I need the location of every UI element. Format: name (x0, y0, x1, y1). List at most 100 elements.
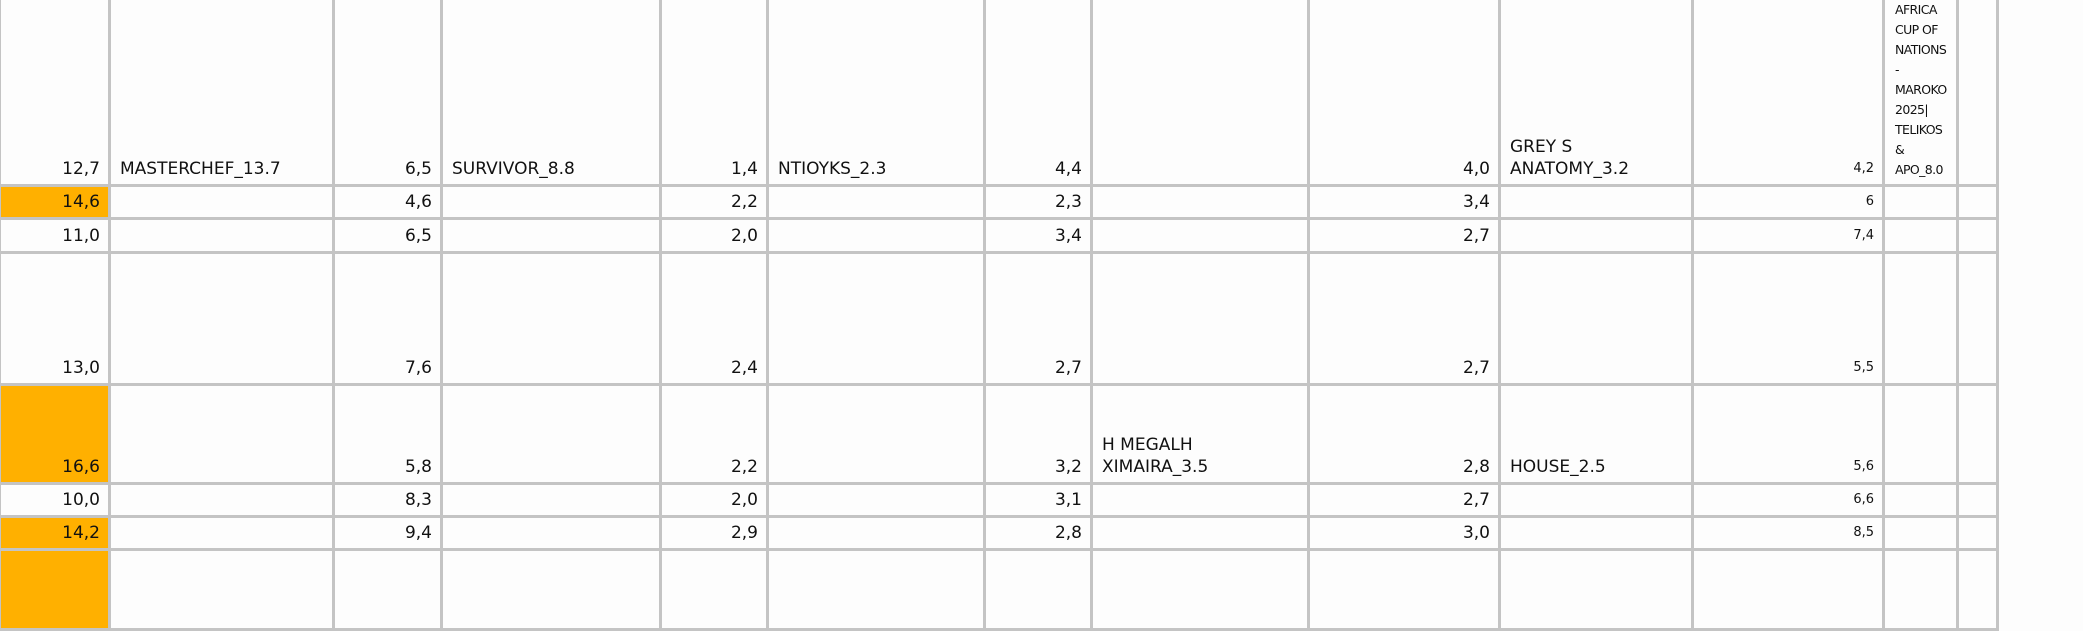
cell-show-f[interactable]: AFRICA CUP OF NATIONS - MAROKO 2025| TEL… (1882, 0, 1959, 187)
cell-show-d[interactable] (1090, 0, 1310, 187)
cell-show-b[interactable] (440, 482, 662, 518)
cell-rating-f[interactable]: 5,6 (1691, 383, 1885, 485)
cell-show-e[interactable] (1498, 548, 1694, 631)
cell-show-c[interactable] (766, 184, 986, 220)
cell-show-b[interactable] (440, 184, 662, 220)
cell-show-c[interactable]: NTIOYKS_2.3 (766, 0, 986, 187)
cell-rating-b[interactable]: 5,8 (332, 383, 443, 485)
cell-rating-b[interactable]: 4,6 (332, 184, 443, 220)
cell-show-f[interactable] (1882, 251, 1959, 386)
cell-show-c[interactable] (766, 217, 986, 254)
cell-rating-a[interactable] (0, 548, 111, 631)
cell-show-c[interactable] (766, 383, 986, 485)
cell-show-f[interactable] (1882, 217, 1959, 254)
cell-rating-b[interactable]: 6,5 (332, 0, 443, 187)
cell-show-a[interactable] (108, 217, 335, 254)
cell-rating-c[interactable]: 2,2 (659, 383, 769, 485)
cell-rating-e[interactable]: 3,0 (1307, 515, 1501, 551)
cell-rating-e[interactable] (1307, 548, 1501, 631)
cell-rating-d[interactable]: 3,1 (983, 482, 1093, 518)
cell-rating-f[interactable]: 8,5 (1691, 515, 1885, 551)
cell-show-b[interactable] (440, 251, 662, 386)
cell-show-b[interactable] (440, 515, 662, 551)
cell-show-a[interactable]: MASTERCHEF_13.7 (108, 0, 335, 187)
cell-show-a[interactable] (108, 515, 335, 551)
cell-show-f[interactable] (1882, 482, 1959, 518)
cell-rating-e[interactable]: 3,4 (1307, 184, 1501, 220)
cell-rating-a[interactable]: 14,2 (0, 515, 111, 551)
cell-rating-f[interactable] (1691, 548, 1885, 631)
cell-overflow[interactable] (1955, 184, 1999, 220)
cell-overflow[interactable] (1955, 482, 1999, 518)
cell-show-d[interactable] (1090, 482, 1310, 518)
cell-show-c[interactable] (766, 548, 986, 631)
cell-show-a[interactable] (108, 184, 335, 220)
cell-overflow[interactable] (1955, 383, 1999, 485)
cell-rating-c[interactable]: 2,0 (659, 482, 769, 518)
cell-rating-f[interactable]: 5,5 (1691, 251, 1885, 386)
cell-overflow[interactable] (1955, 548, 1999, 631)
cell-rating-a[interactable]: 12,7 (0, 0, 111, 187)
cell-rating-e[interactable]: 2,8 (1307, 383, 1501, 485)
cell-show-e[interactable] (1498, 251, 1694, 386)
cell-rating-e[interactable]: 2,7 (1307, 482, 1501, 518)
cell-rating-c[interactable]: 1,4 (659, 0, 769, 187)
cell-rating-b[interactable]: 7,6 (332, 251, 443, 386)
cell-rating-c[interactable]: 2,4 (659, 251, 769, 386)
cell-rating-a[interactable]: 10,0 (0, 482, 111, 518)
cell-rating-d[interactable]: 2,7 (983, 251, 1093, 386)
cell-show-e[interactable]: GREY S ANATOMY_3.2 (1498, 0, 1694, 187)
cell-show-d[interactable] (1090, 217, 1310, 254)
cell-show-c[interactable] (766, 482, 986, 518)
cell-rating-a[interactable]: 13,0 (0, 251, 111, 386)
cell-overflow[interactable] (1955, 0, 1999, 187)
cell-rating-f[interactable]: 6 (1691, 184, 1885, 220)
cell-rating-b[interactable] (332, 548, 443, 631)
cell-show-a[interactable] (108, 548, 335, 631)
cell-rating-e[interactable]: 2,7 (1307, 251, 1501, 386)
cell-show-a[interactable] (108, 482, 335, 518)
cell-rating-c[interactable] (659, 548, 769, 631)
cell-rating-f[interactable]: 7,4 (1691, 217, 1885, 254)
cell-show-d[interactable] (1090, 548, 1310, 631)
cell-show-d[interactable] (1090, 184, 1310, 220)
cell-rating-b[interactable]: 9,4 (332, 515, 443, 551)
cell-show-c[interactable] (766, 515, 986, 551)
cell-overflow[interactable] (1955, 251, 1999, 386)
cell-show-b[interactable] (440, 548, 662, 631)
cell-show-a[interactable] (108, 383, 335, 485)
cell-rating-d[interactable]: 3,4 (983, 217, 1093, 254)
cell-rating-e[interactable]: 2,7 (1307, 217, 1501, 254)
cell-show-e[interactable] (1498, 184, 1694, 220)
cell-rating-d[interactable]: 2,3 (983, 184, 1093, 220)
cell-show-e[interactable] (1498, 515, 1694, 551)
cell-show-b[interactable] (440, 217, 662, 254)
cell-overflow[interactable] (1955, 217, 1999, 254)
cell-rating-a[interactable]: 16,6 (0, 383, 111, 485)
cell-rating-c[interactable]: 2,0 (659, 217, 769, 254)
cell-rating-e[interactable]: 4,0 (1307, 0, 1501, 187)
cell-rating-b[interactable]: 8,3 (332, 482, 443, 518)
cell-rating-b[interactable]: 6,5 (332, 217, 443, 254)
cell-rating-c[interactable]: 2,9 (659, 515, 769, 551)
cell-show-d[interactable]: H MEGALH XIMAIRA_3.5 (1090, 383, 1310, 485)
cell-rating-d[interactable]: 4,4 (983, 0, 1093, 187)
cell-overflow[interactable] (1955, 515, 1999, 551)
cell-show-e[interactable]: HOUSE_2.5 (1498, 383, 1694, 485)
cell-rating-c[interactable]: 2,2 (659, 184, 769, 220)
cell-show-e[interactable] (1498, 482, 1694, 518)
cell-show-e[interactable] (1498, 217, 1694, 254)
cell-show-f[interactable] (1882, 548, 1959, 631)
cell-show-a[interactable] (108, 251, 335, 386)
cell-show-d[interactable] (1090, 251, 1310, 386)
cell-rating-d[interactable]: 2,8 (983, 515, 1093, 551)
cell-rating-f[interactable]: 6,6 (1691, 482, 1885, 518)
cell-show-d[interactable] (1090, 515, 1310, 551)
cell-show-f[interactable] (1882, 383, 1959, 485)
cell-rating-a[interactable]: 14,6 (0, 184, 111, 220)
cell-show-c[interactable] (766, 251, 986, 386)
cell-show-f[interactable] (1882, 515, 1959, 551)
cell-show-b[interactable]: SURVIVOR_8.8 (440, 0, 662, 187)
cell-rating-d[interactable]: 3,2 (983, 383, 1093, 485)
cell-rating-f[interactable]: 4,2 (1691, 0, 1885, 187)
